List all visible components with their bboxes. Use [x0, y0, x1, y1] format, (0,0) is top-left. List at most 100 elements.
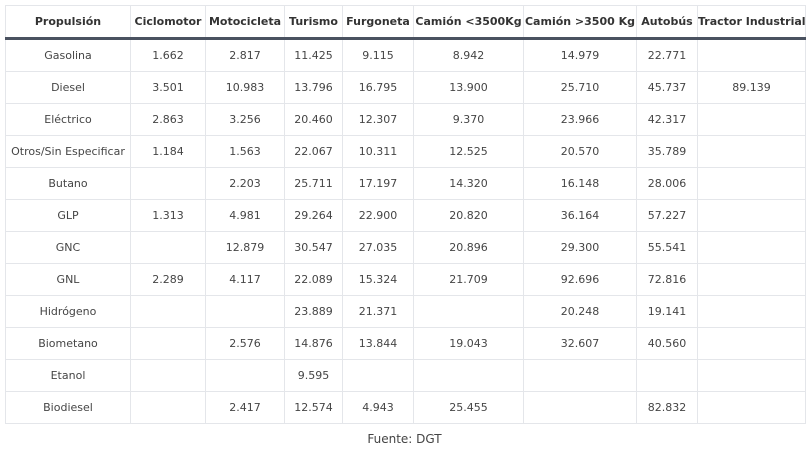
table-row: Gasolina 1.662 2.817 11.425 9.115 8.942 14.979… [5, 38, 806, 72]
table-row: Biometano 2.576 14.876 13.844 19.043 32.607 40… [5, 327, 806, 360]
table-cell: 13.796 [284, 71, 343, 104]
source-caption: Fuente: DGT [367, 432, 442, 446]
table-cell: 23.966 [523, 103, 637, 136]
column-header: Camión <3500Kg [413, 5, 524, 40]
table-cell: 29.300 [523, 231, 637, 264]
table-cell [697, 167, 806, 200]
table-cell: 3.256 [205, 103, 285, 136]
table-cell [697, 327, 806, 360]
table-cell: 2.817 [205, 38, 285, 72]
table-cell: 14.876 [284, 327, 343, 360]
table-cell: 20.570 [523, 135, 637, 168]
table-cell: 4.943 [342, 391, 414, 424]
table-cell: 14.320 [413, 167, 524, 200]
table-cell: 12.574 [284, 391, 343, 424]
table-cell [130, 359, 206, 392]
table-cell: 19.141 [636, 295, 698, 328]
table-cell: 17.197 [342, 167, 414, 200]
table-cell [130, 167, 206, 200]
table-cell: 82.832 [636, 391, 698, 424]
table-row: Butano 2.203 25.711 17.197 14.320 16.148 28.00… [5, 167, 806, 200]
propulsion-table: Propulsión Ciclomotor Motocicleta Turismo Fu… [5, 5, 806, 424]
table-cell: 1.662 [130, 38, 206, 72]
table-cell: 21.709 [413, 263, 524, 296]
table-cell: 21.371 [342, 295, 414, 328]
table-cell [342, 359, 414, 392]
table-cell: 15.324 [342, 263, 414, 296]
table-cell: 20.460 [284, 103, 343, 136]
table-cell: 2.863 [130, 103, 206, 136]
table-cell: 3.501 [130, 71, 206, 104]
table-cell: 9.595 [284, 359, 343, 392]
table-cell: 14.979 [523, 38, 637, 72]
table-row: Etanol 9.595 [5, 359, 806, 392]
column-header: Motocicleta [205, 5, 285, 40]
table-cell: 2.203 [205, 167, 285, 200]
table-cell: 89.139 [697, 71, 806, 104]
table-cell [130, 391, 206, 424]
row-label: GLP [5, 199, 131, 232]
table-cell: 35.789 [636, 135, 698, 168]
table-cell [697, 391, 806, 424]
table-cell: 57.227 [636, 199, 698, 232]
table-cell: 29.264 [284, 199, 343, 232]
table-cell: 12.525 [413, 135, 524, 168]
table-cell: 25.455 [413, 391, 524, 424]
column-header: Turismo [284, 5, 343, 40]
table-cell: 42.317 [636, 103, 698, 136]
table-row: Hidrógeno 23.889 21.371 20.248 19.141 [5, 295, 806, 328]
table-cell: 4.117 [205, 263, 285, 296]
table-cell: 1.184 [130, 135, 206, 168]
table-cell [523, 359, 637, 392]
table-cell: 16.795 [342, 71, 414, 104]
table-cell: 20.820 [413, 199, 524, 232]
table-cell: 22.900 [342, 199, 414, 232]
column-header: Ciclomotor [130, 5, 206, 40]
table-header: Propulsión Ciclomotor Motocicleta Turismo Fu… [5, 5, 806, 40]
row-label: GNC [5, 231, 131, 264]
table-cell: 1.313 [130, 199, 206, 232]
table-cell: 12.307 [342, 103, 414, 136]
row-label: Otros/Sin Especificar [5, 135, 131, 168]
table-cell: 22.067 [284, 135, 343, 168]
table-cell: 4.981 [205, 199, 285, 232]
table-cell: 20.896 [413, 231, 524, 264]
row-label: GNL [5, 263, 131, 296]
table-cell: 2.576 [205, 327, 285, 360]
table-cell: 2.289 [130, 263, 206, 296]
table-row: Diesel 3.501 10.983 13.796 16.795 13.900 25.71… [5, 71, 806, 104]
table-cell [523, 391, 637, 424]
row-label: Biodiesel [5, 391, 131, 424]
table-row: Otros/Sin Especificar 1.184 1.563 22.067 10.… [5, 135, 806, 168]
table-row: Eléctrico 2.863 3.256 20.460 12.307 9.370 23.9… [5, 103, 806, 136]
table-cell: 10.983 [205, 71, 285, 104]
table-row: GNC 12.879 30.547 27.035 20.896 29.300 55.541 [5, 231, 806, 264]
column-header: Autobús [636, 5, 698, 40]
table-cell: 13.900 [413, 71, 524, 104]
table-cell [413, 359, 524, 392]
table-row: Biodiesel 2.417 12.574 4.943 25.455 82.832 [5, 391, 806, 424]
table-cell: 92.696 [523, 263, 637, 296]
table-cell [697, 103, 806, 136]
table-cell: 16.148 [523, 167, 637, 200]
table-cell: 13.844 [342, 327, 414, 360]
table-cell [130, 327, 206, 360]
row-label: Diesel [5, 71, 131, 104]
table-cell: 27.035 [342, 231, 414, 264]
table-cell [697, 359, 806, 392]
table-cell: 28.006 [636, 167, 698, 200]
row-label: Eléctrico [5, 103, 131, 136]
table-cell [205, 359, 285, 392]
table-cell: 36.164 [523, 199, 637, 232]
table-cell: 72.816 [636, 263, 698, 296]
column-header: Tractor Industrial [697, 5, 806, 40]
table-cell [697, 199, 806, 232]
table-cell [697, 295, 806, 328]
table-cell: 11.425 [284, 38, 343, 72]
table-cell: 12.879 [205, 231, 285, 264]
table-cell: 19.043 [413, 327, 524, 360]
table-cell: 22.089 [284, 263, 343, 296]
table-cell: 8.942 [413, 38, 524, 72]
table-row: GNL 2.289 4.117 22.089 15.324 21.709 92.696 72.… [5, 263, 806, 296]
row-label: Butano [5, 167, 131, 200]
